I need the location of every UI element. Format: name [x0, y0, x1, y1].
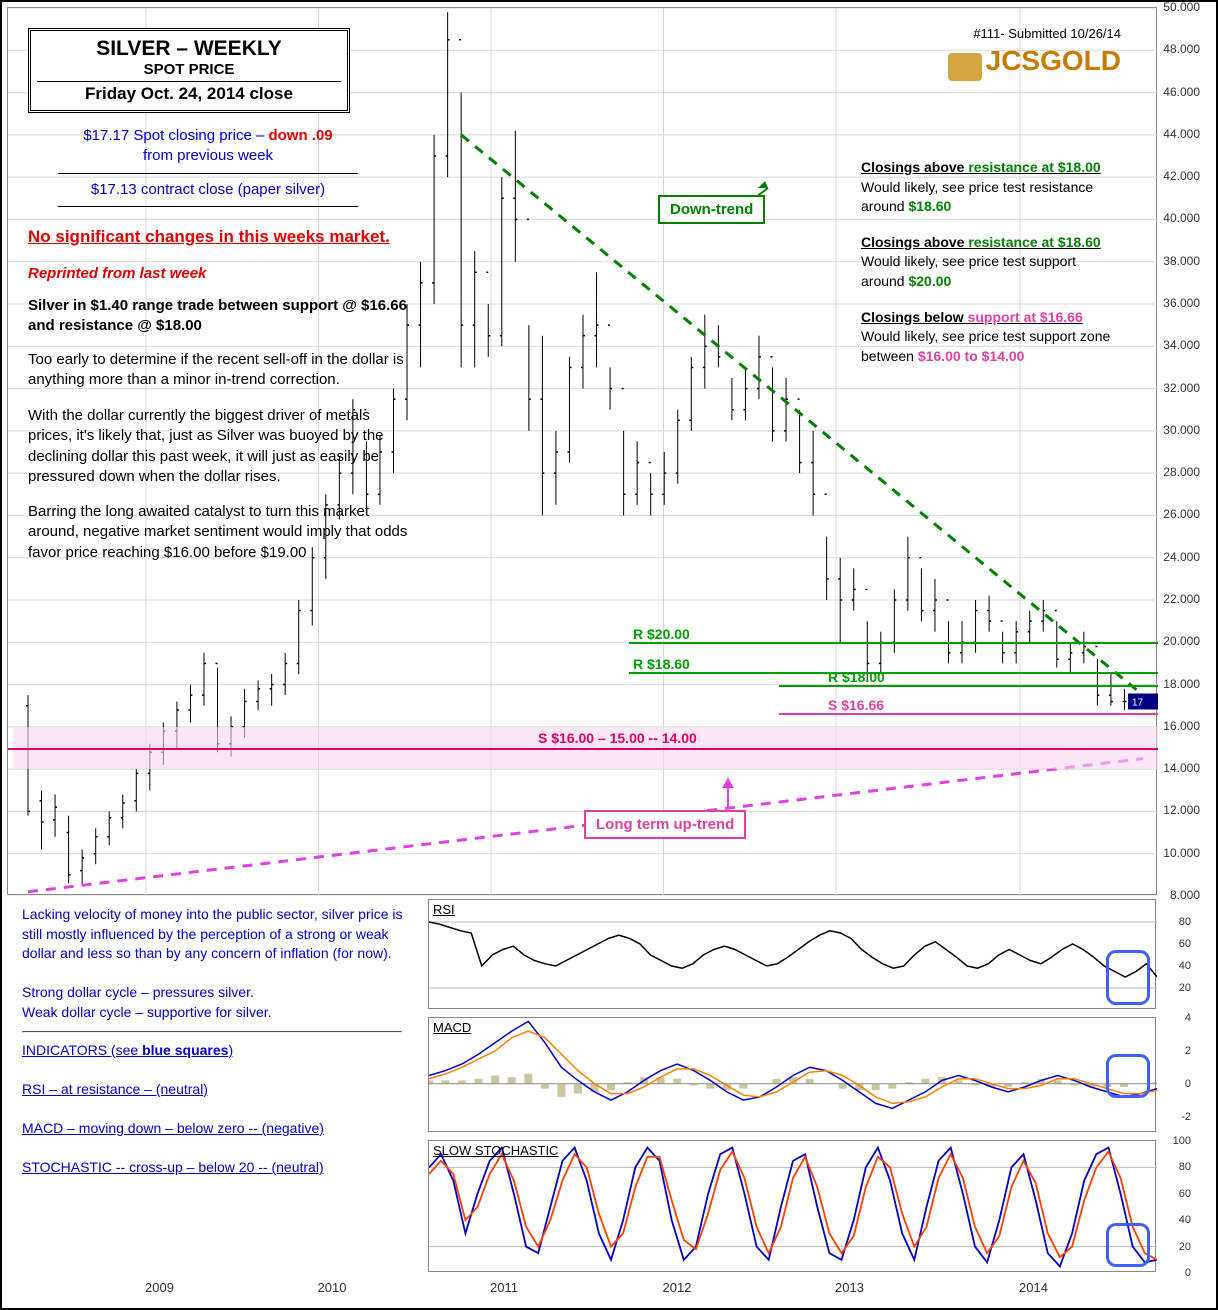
stochastic-panel: SLOW STOCHASTIC 100806040200	[428, 1140, 1156, 1272]
uptrend-callout: Long term up-trend	[584, 810, 746, 839]
submission-info: #111- Submitted 10/26/14	[948, 26, 1121, 41]
stochastic-highlight-square	[1106, 1223, 1150, 1267]
lower-p2a: Strong dollar cycle – pressures silver.	[22, 983, 417, 1003]
logo-text: JCSGOLD	[986, 45, 1121, 76]
commentary-p2: With the dollar currently the biggest dr…	[28, 406, 408, 487]
lower-commentary: Lacking velocity of money into the publi…	[22, 905, 417, 1178]
stochastic-chart	[429, 1141, 1157, 1273]
rsi-chart	[429, 900, 1157, 1010]
macd-highlight-square	[1106, 1054, 1150, 1098]
stochastic-label: SLOW STOCHASTIC	[433, 1143, 558, 1158]
reprint-note: Reprinted from last week	[28, 264, 206, 284]
macd-chart	[429, 1018, 1157, 1133]
commentary-p3: Barring the long awaited catalyst to tur…	[28, 502, 408, 563]
commentary-p1: Too early to determine if the recent sel…	[28, 350, 408, 391]
chart-subtitle: SPOT PRICE	[37, 61, 341, 78]
rsi-highlight-square	[1106, 950, 1150, 1005]
macd-panel: MACD 420-2	[428, 1017, 1156, 1132]
chart-title-box: SILVER – WEEKLY SPOT PRICE Friday Oct. 2…	[28, 28, 350, 113]
x-axis: 200920102011201220132014	[7, 1280, 1212, 1300]
chart-date: Friday Oct. 24, 2014 close	[37, 81, 341, 104]
rsi-summary: RSI – at resistance – (neutral)	[22, 1080, 417, 1100]
scenario-analysis: Closings above resistance at $18.00Would…	[861, 158, 1111, 382]
lower-p1: Lacking velocity of money into the publi…	[22, 905, 417, 964]
range-note: Silver in $1.40 range trade between supp…	[28, 296, 408, 337]
spot-close-note: $17.17 Spot closing price – down .09 fro…	[58, 126, 358, 213]
svg-text:17: 17	[1132, 697, 1144, 708]
stochastic-summary: STOCHASTIC -- cross-up – below 20 -- (ne…	[22, 1158, 417, 1178]
rsi-label: RSI	[433, 902, 455, 917]
main-price-chart: 17 SILVER – WEEKLY SPOT PRICE Friday Oct…	[7, 7, 1157, 895]
market-headline: No significant changes in this weeks mar…	[28, 226, 428, 249]
macd-summary: MACD – moving down – below zero -- (nega…	[22, 1119, 417, 1139]
chart-title: SILVER – WEEKLY	[37, 37, 341, 61]
y-axis-right: 50.00048.00046.00044.00042.00040.00038.0…	[1158, 7, 1208, 895]
chart-container: 17 SILVER – WEEKLY SPOT PRICE Friday Oct…	[0, 0, 1218, 1310]
rsi-panel: RSI 80604020	[428, 899, 1156, 1009]
macd-label: MACD	[433, 1020, 471, 1035]
downtrend-callout: Down-trend	[658, 195, 765, 224]
bull-icon	[948, 53, 982, 81]
logo-area: #111- Submitted 10/26/14 JCSGOLD	[948, 26, 1121, 81]
lower-p2b: Weak dollar cycle – supportive for silve…	[22, 1003, 417, 1023]
indicators-header: INDICATORS (see blue squares)	[22, 1041, 417, 1061]
